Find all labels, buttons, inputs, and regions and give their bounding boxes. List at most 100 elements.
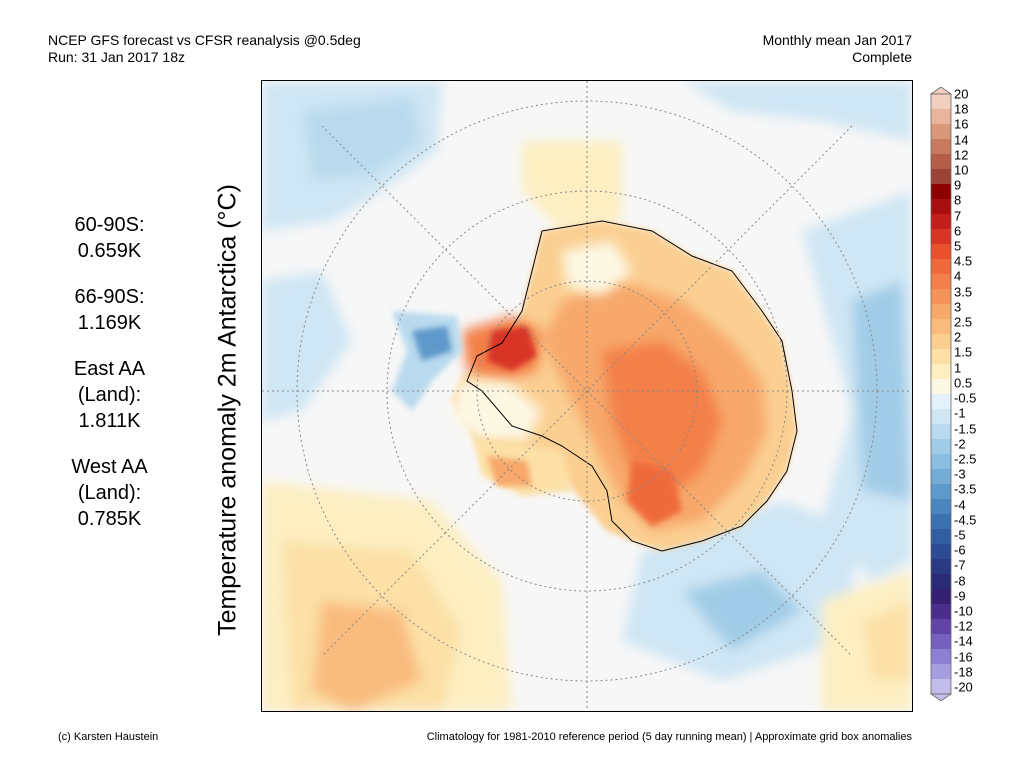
colorbar-tick-label: 9 — [954, 177, 962, 193]
map-title: Temperature anomaly 2m Antarctica (°C) — [213, 184, 242, 636]
regional-stats: 60-90S: 0.659K 66-90S: 1.169K East AA (Land):… — [52, 212, 167, 552]
chart-source-title: NCEP GFS forecast vs CFSR reanalysis @0.… — [48, 32, 361, 48]
stat-label: West AA — [71, 456, 148, 478]
stat-block: East AA (Land): 1.811K — [52, 356, 167, 434]
anomaly-map — [261, 80, 913, 712]
colorbar-cell — [931, 259, 951, 275]
colorbar-tick-label: -3 — [954, 466, 966, 482]
antarctica-coastline — [466, 220, 798, 552]
ocean-anomaly-field — [262, 81, 912, 711]
colorbar-cell — [931, 139, 951, 155]
colorbar-cell — [931, 649, 951, 665]
colorbar-cell — [931, 544, 951, 560]
colorbar-tick-label: -9 — [954, 588, 966, 604]
stat-label: East AA — [73, 358, 146, 380]
colorbar-tick-label: -4 — [954, 497, 966, 513]
colorbar-cell — [931, 484, 951, 500]
colorbar-tick-label: -20 — [954, 679, 973, 695]
colorbar-cell — [931, 424, 951, 440]
colorbar-cell — [931, 244, 951, 260]
colorbar-tick-label: 1.5 — [954, 344, 973, 360]
colorbar-cell — [931, 304, 951, 320]
colorbar-cell — [931, 394, 951, 410]
run-time: Run: 31 Jan 2017 18z — [48, 49, 185, 65]
colorbar-tick-label: 16 — [954, 116, 969, 132]
colorbar-tick-label: 5 — [954, 238, 962, 254]
colorbar-tick-label: 14 — [954, 132, 969, 148]
colorbar-cell — [931, 364, 951, 380]
stat-label: (Land): — [77, 482, 142, 504]
colorbar-tick-label: -18 — [954, 664, 973, 680]
colorbar-cell — [931, 229, 951, 245]
colorbar-cell — [931, 349, 951, 365]
credit: (c) Karsten Haustein — [58, 731, 159, 743]
colorbar-cell — [931, 454, 951, 470]
stat-label: 66-90S: — [74, 286, 145, 308]
colorbar-cell — [931, 619, 951, 635]
stat-value: 0.659K — [77, 240, 142, 262]
colorbar-cell — [931, 409, 951, 425]
colorbar-cell — [931, 634, 951, 650]
colorbar-cell — [931, 589, 951, 605]
colorbar-tick-label: -10 — [954, 603, 973, 619]
colorbar-cell — [931, 94, 951, 110]
graticule — [262, 81, 912, 711]
colorbar-tick-label: 4.5 — [954, 253, 973, 269]
colorbar-tick-label: -4.5 — [954, 512, 977, 528]
colorbar-bottom-arrow — [930, 693, 952, 701]
colorbar-cell — [931, 109, 951, 125]
stat-block: 60-90S: 0.659K — [52, 212, 167, 264]
colorbar-tick-label: -16 — [954, 649, 973, 665]
colorbar-tick-label: 1 — [954, 360, 962, 376]
colorbar-tick-label: 0.5 — [954, 375, 973, 391]
colorbar-tick-label: 7 — [954, 208, 962, 224]
colorbar-tick-label: -0.5 — [954, 390, 977, 406]
colorbar-tick-label: -14 — [954, 633, 973, 649]
colorbar-cell — [931, 439, 951, 455]
colorbar — [930, 87, 952, 701]
colorbar-cell — [931, 604, 951, 620]
colorbar-tick-label: -5 — [954, 527, 966, 543]
colorbar-tick-label: -12 — [954, 618, 973, 634]
stat-value: 1.169K — [77, 312, 142, 334]
period-label: Monthly mean Jan 2017 — [762, 32, 912, 48]
colorbar-tick-label: -3.5 — [954, 481, 977, 497]
colorbar-cell — [931, 184, 951, 200]
colorbar-tick-label: 6 — [954, 223, 962, 239]
colorbar-cell — [931, 334, 951, 350]
colorbar-cell — [931, 514, 951, 530]
colorbar-tick-label: 3.5 — [954, 284, 973, 300]
colorbar-cell — [931, 124, 951, 140]
stat-block: West AA (Land): 0.785K — [52, 454, 167, 532]
header-left: NCEP GFS forecast vs CFSR reanalysis @0.… — [48, 32, 361, 66]
colorbar-tick-label: -7 — [954, 557, 966, 573]
antarctica-anomaly — [392, 221, 797, 551]
colorbar-tick-label: 10 — [954, 162, 969, 178]
colorbar-tick-label: 20 — [954, 86, 969, 102]
colorbar-tick-label: -6 — [954, 542, 966, 558]
colorbar-tick-label: 2.5 — [954, 314, 973, 330]
colorbar-cell — [931, 154, 951, 170]
header-right: Monthly mean Jan 2017 Complete — [763, 32, 912, 66]
colorbar-cell — [931, 529, 951, 545]
colorbar-cell — [931, 214, 951, 230]
status-label: Complete — [852, 49, 912, 65]
colorbar-tick-label: -2 — [954, 436, 966, 452]
colorbar-tick-label: 4 — [954, 268, 962, 284]
colorbar-cell — [931, 319, 951, 335]
stat-label: (Land): — [77, 384, 142, 406]
colorbar-cell — [931, 559, 951, 575]
anomaly-map-svg — [262, 81, 912, 711]
colorbar-cell — [931, 664, 951, 680]
colorbar-tick-label: 2 — [954, 329, 962, 345]
colorbar-tick-label: -1.5 — [954, 421, 977, 436]
colorbar-tick-label: -1 — [954, 405, 966, 421]
colorbar-cell — [931, 379, 951, 395]
stat-block: 66-90S: 1.169K — [52, 284, 167, 336]
colorbar-tick-label: 18 — [954, 101, 969, 117]
colorbar-tick-label: -2.5 — [954, 451, 977, 467]
colorbar-cell — [931, 274, 951, 290]
colorbar-top-arrow — [930, 87, 952, 95]
colorbar-tick-label: 12 — [954, 147, 969, 163]
footer-note: Climatology for 1981-2010 reference peri… — [426, 731, 912, 743]
